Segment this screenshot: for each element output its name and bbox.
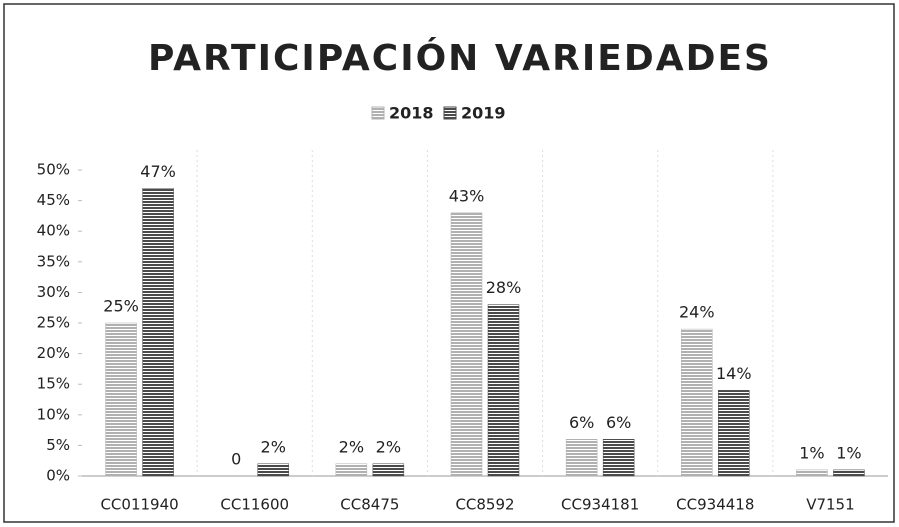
bar: [565, 439, 598, 477]
x-tick-label: CC934418: [676, 496, 754, 514]
bar: [681, 328, 713, 477]
value-label: 2%: [261, 437, 286, 456]
chart-border: [3, 3, 895, 523]
x-tick-label: CC11600: [220, 496, 289, 514]
y-tick-label: 25%: [37, 314, 70, 332]
value-label: 43%: [449, 186, 485, 205]
legend-swatch: [443, 106, 457, 120]
value-label: 2%: [339, 437, 364, 456]
bar: [487, 304, 520, 477]
x-tick-label: V7151: [806, 496, 854, 514]
x-tick-label: CC934181: [561, 496, 639, 514]
bar: [450, 212, 483, 477]
y-tick-label: 45%: [37, 191, 70, 209]
y-tick-label: 5%: [46, 436, 70, 454]
bar: [833, 469, 865, 477]
x-tick-label: CC011940: [100, 496, 178, 514]
value-label: 1%: [836, 443, 861, 462]
legend-label: 2018: [389, 104, 434, 123]
bar: [142, 188, 174, 477]
bar: [372, 463, 405, 477]
y-tick-label: 35%: [37, 252, 70, 270]
value-label: 25%: [103, 297, 139, 316]
value-label: 47%: [140, 162, 176, 181]
value-label: 24%: [679, 303, 715, 322]
bar: [718, 390, 750, 477]
y-tick-label: 20%: [37, 344, 70, 362]
bar: [602, 439, 635, 477]
chart-title: PARTICIPACIÓN VARIEDADES: [148, 37, 772, 79]
value-label: 14%: [716, 364, 752, 383]
legend-swatch: [371, 106, 385, 120]
legend-label: 2019: [461, 104, 506, 123]
value-label: 6%: [569, 413, 594, 432]
y-tick-label: 30%: [37, 283, 70, 301]
bar: [796, 469, 828, 477]
value-label: 2%: [376, 437, 401, 456]
y-tick-label: 40%: [37, 222, 70, 240]
y-tick-label: 10%: [37, 405, 70, 423]
value-label: 0: [231, 450, 241, 469]
y-tick-label: 0%: [46, 467, 70, 485]
y-tick-label: 15%: [37, 375, 70, 393]
y-tick-label: 50%: [37, 161, 70, 179]
bar: [105, 322, 137, 477]
value-label: 1%: [799, 443, 824, 462]
bar: [257, 463, 289, 477]
x-tick-label: CC8475: [340, 496, 399, 514]
value-label: 6%: [606, 413, 631, 432]
value-label: 28%: [486, 278, 522, 297]
bar: [335, 463, 368, 477]
x-tick-label: CC8592: [455, 496, 514, 514]
